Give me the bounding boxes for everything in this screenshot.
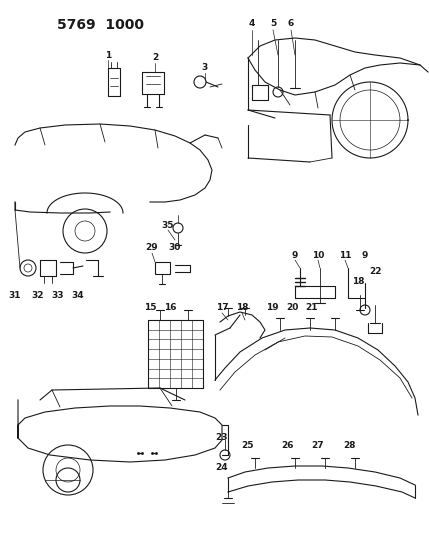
Text: 24: 24	[216, 464, 228, 472]
Text: 9: 9	[362, 251, 368, 260]
Text: 16: 16	[164, 303, 176, 312]
Text: 21: 21	[306, 303, 318, 312]
Text: 22: 22	[369, 268, 381, 277]
Text: 5769  1000: 5769 1000	[57, 18, 144, 32]
Text: 5: 5	[270, 20, 276, 28]
Text: 6: 6	[288, 20, 294, 28]
Text: 28: 28	[344, 440, 356, 449]
Text: 33: 33	[52, 290, 64, 300]
Text: 18: 18	[236, 303, 248, 312]
Bar	[155, 262, 170, 274]
Text: 2: 2	[152, 53, 158, 62]
Text: 9: 9	[292, 251, 298, 260]
Text: 32: 32	[32, 290, 44, 300]
Text: 34: 34	[72, 290, 85, 300]
Text: 4: 4	[249, 20, 255, 28]
Text: 35: 35	[162, 221, 174, 230]
Text: 26: 26	[282, 440, 294, 449]
Text: 25: 25	[242, 440, 254, 449]
Text: 19: 19	[266, 303, 278, 312]
Text: 30: 30	[169, 244, 181, 253]
Text: 3: 3	[202, 63, 208, 72]
Text: 1: 1	[105, 51, 111, 60]
Text: 17: 17	[216, 303, 228, 312]
Text: 15: 15	[144, 303, 156, 312]
Text: 10: 10	[312, 251, 324, 260]
Text: 11: 11	[339, 251, 351, 260]
Text: 20: 20	[286, 303, 298, 312]
Text: 29: 29	[146, 244, 158, 253]
Text: 31: 31	[9, 290, 21, 300]
Text: 18: 18	[352, 278, 364, 287]
Text: 23: 23	[216, 433, 228, 442]
Text: 27: 27	[312, 440, 324, 449]
